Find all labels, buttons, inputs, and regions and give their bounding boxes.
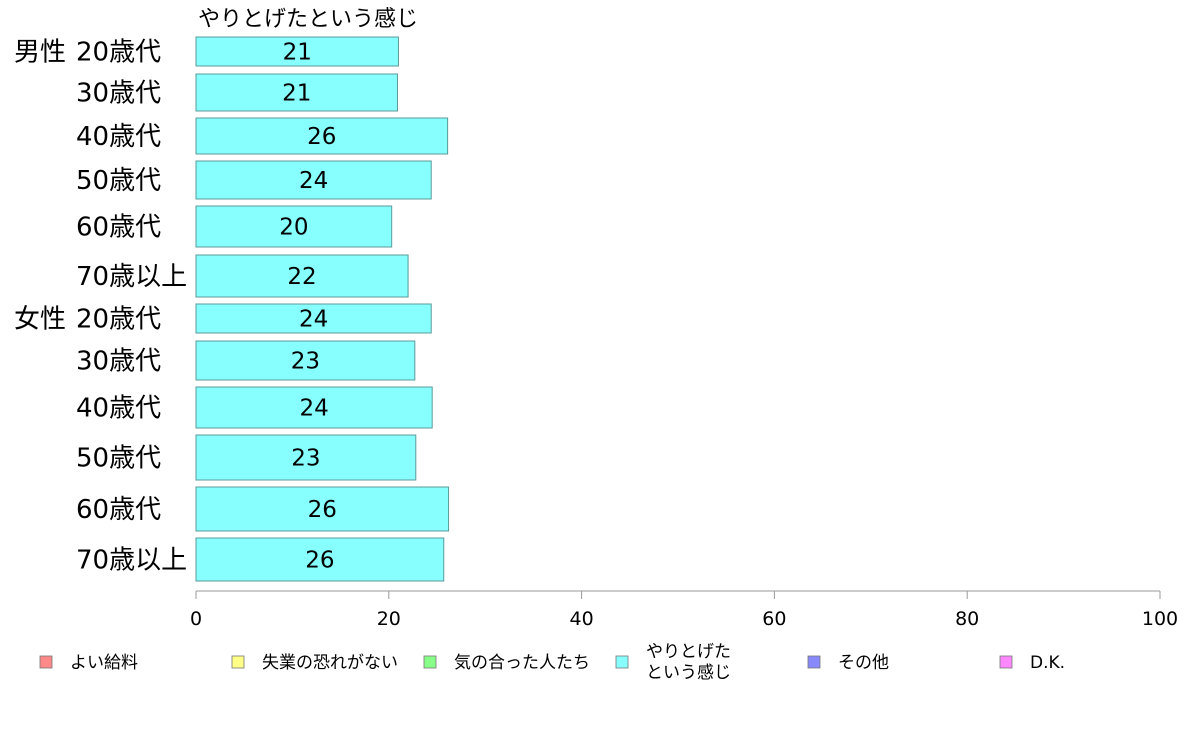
legend-label: やりとげたという感じ [646, 642, 731, 683]
bar-value-label: 26 [305, 548, 334, 574]
bar [195, 73, 398, 112]
x-tick-label: 20 [377, 608, 401, 630]
category-label: 50歳代 [76, 166, 161, 196]
bar [195, 205, 393, 248]
bar-value-label: 20 [279, 215, 308, 241]
bar [195, 254, 409, 298]
legend-swatch [807, 655, 821, 669]
legend-label: 失業の恐れがない [262, 653, 398, 673]
category-label: 60歳代 [76, 495, 161, 525]
category-label: 30歳代 [76, 347, 161, 377]
x-tick-label: 0 [190, 608, 202, 630]
bar-value-label: 24 [299, 168, 328, 194]
bar-value-label: 23 [291, 349, 320, 375]
bar-value-label: 21 [282, 81, 311, 107]
bar-value-label: 26 [308, 497, 337, 523]
bar-value-label: 21 [283, 40, 312, 66]
series-title: やりとげたという感じ [198, 7, 418, 32]
category-label: 60歳代 [76, 213, 161, 243]
x-tick-label: 100 [1142, 608, 1178, 630]
x-tick-label: 60 [762, 608, 786, 630]
legend-swatch [999, 655, 1013, 669]
category-label: 20歳代 [76, 38, 161, 68]
legend-swatch [39, 655, 53, 669]
category-label: 40歳代 [76, 394, 161, 424]
bar [195, 160, 432, 200]
legend-label: よい給料 [70, 653, 138, 673]
legend-swatch [423, 655, 437, 669]
bars-layer: 21 21 26 24 20 22 24 23 24 23 26 26 [195, 36, 450, 582]
bar-value-label: 22 [287, 264, 316, 290]
group-label: 女性 [14, 305, 66, 335]
x-axis: 0 20 40 60 80 100 [190, 590, 1178, 630]
category-label: 30歳代 [76, 79, 161, 109]
legend-label: 気の合った人たち [454, 653, 590, 673]
bar-value-label: 24 [299, 396, 328, 422]
bar [195, 117, 449, 155]
bar [195, 537, 445, 582]
bar [195, 434, 417, 481]
bar [195, 36, 399, 67]
bar-value-label: 26 [307, 124, 336, 150]
legend-swatch [231, 655, 245, 669]
legend-swatch [615, 655, 629, 669]
group-label: 男性 [14, 38, 66, 68]
x-tick-label: 80 [955, 608, 979, 630]
bar-value-label: 24 [299, 307, 328, 333]
category-label: 70歳以上 [76, 262, 187, 292]
x-tick-label: 40 [570, 608, 594, 630]
bar [195, 486, 450, 532]
legend-label: D.K. [1030, 653, 1065, 673]
category-label: 40歳代 [76, 122, 161, 152]
category-label: 50歳代 [76, 444, 161, 474]
bar-value-label: 23 [291, 446, 320, 472]
legend-label: その他 [838, 653, 889, 673]
legend: よい給料 失業の恐れがない 気の合った人たち やりとげたという感じ その他 D.K. [39, 642, 1065, 683]
bar [195, 386, 433, 429]
bar [195, 303, 432, 334]
bar [195, 340, 416, 381]
category-label: 20歳代 [76, 305, 161, 335]
category-label: 70歳以上 [76, 546, 187, 576]
